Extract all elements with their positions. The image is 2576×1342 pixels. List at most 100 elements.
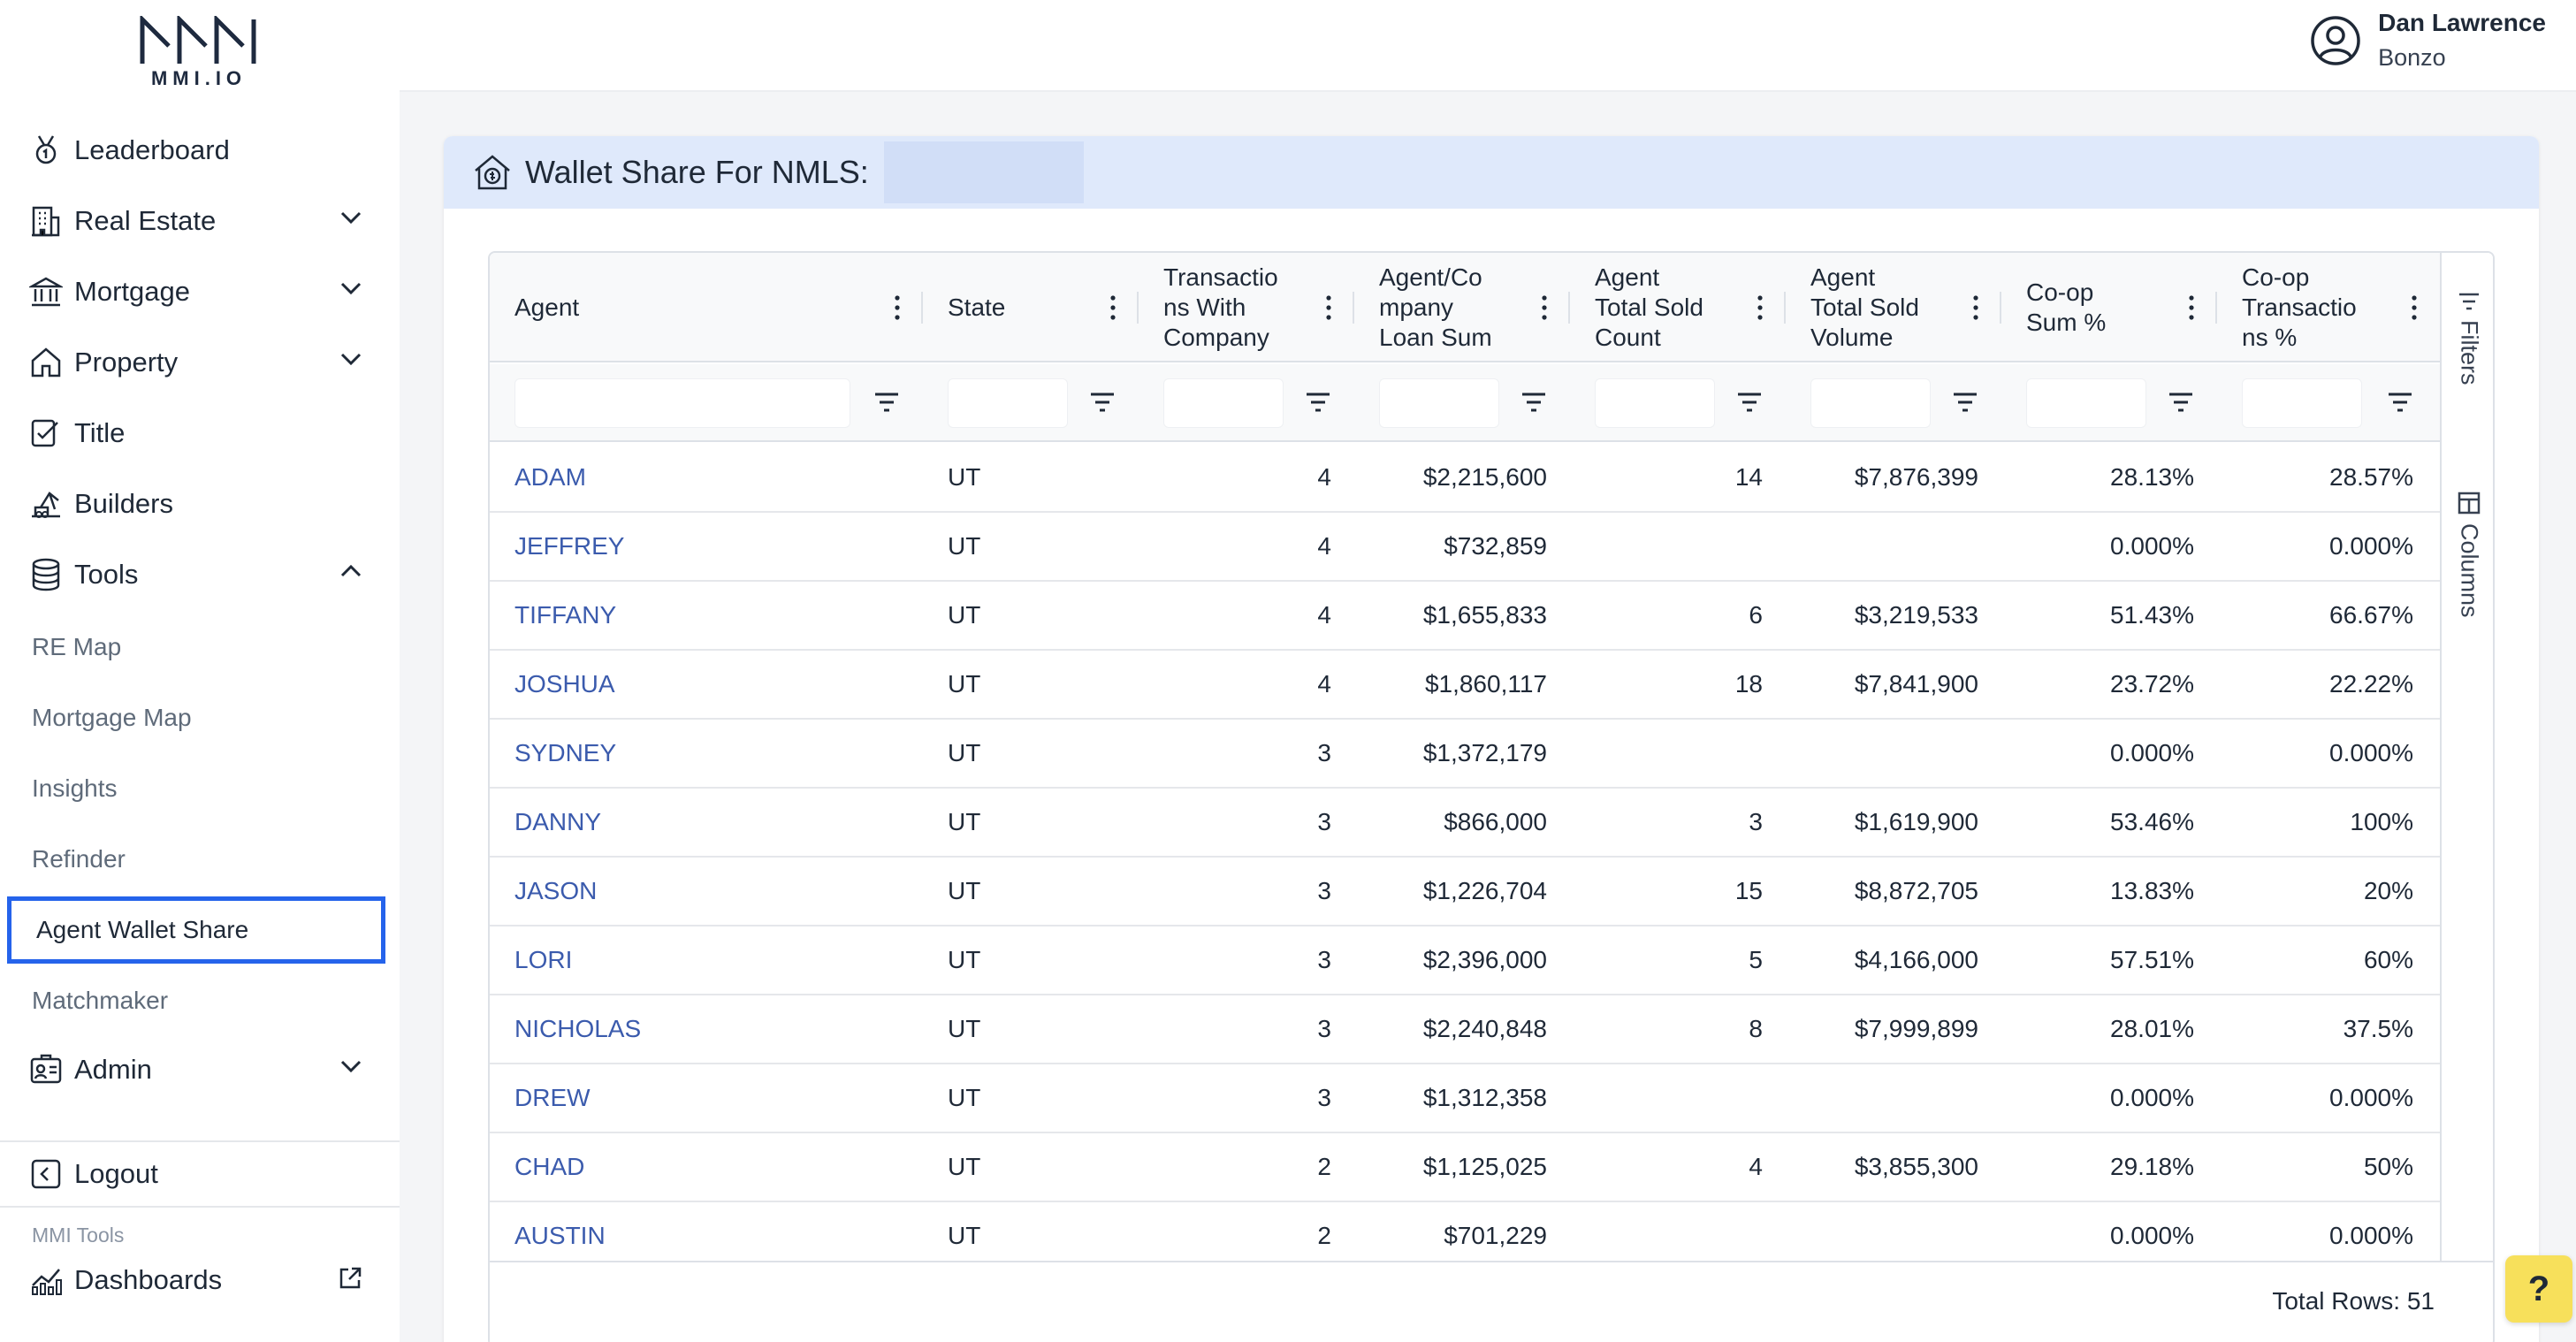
column-header[interactable]: Agent [490,253,923,362]
sidebar-subitem-agent-wallet-share[interactable]: Agent Wallet Share [7,896,385,964]
agent-link[interactable]: NICHOLAS [514,1015,642,1042]
agent-link[interactable]: JASON [514,877,598,904]
column-filter-input[interactable] [2026,378,2146,428]
filter-icon[interactable] [1736,391,1763,414]
filter-icon[interactable] [2387,391,2413,414]
column-filter-input[interactable] [514,378,850,428]
table-cell [1570,720,1763,787]
column-menu-icon[interactable] [2408,294,2420,322]
table-row[interactable]: DREW UT 3 $1,312,358 0.000% 0.000% [490,1064,2440,1133]
table-row[interactable]: DANNY UT 3 $866,000 3 $1,619,900 53.46% 100% [490,789,2440,858]
agent-link[interactable]: DREW [514,1084,591,1111]
table-cell: 4 [1749,1153,1763,1180]
columns-panel-button[interactable]: Columns [2442,492,2493,618]
table-cell: 0.000% [2110,1222,2194,1249]
agent-link[interactable]: SYDNEY [514,739,617,766]
table-cell: 28.01% [2110,1015,2194,1042]
sidebar-item-leaderboard[interactable]: Leaderboard [27,124,380,177]
sidebar-item-tools[interactable]: Tools [27,548,380,601]
user-menu[interactable]: Dan Lawrence Bonzo [2309,9,2546,72]
sidebar-item-builders[interactable]: Builders [27,477,380,530]
table-cell [1786,513,1978,580]
filters-panel-button[interactable]: Filters [2442,292,2493,385]
chevron-down-icon [340,282,362,295]
divider [0,1206,400,1208]
sidebar-item-admin[interactable]: Admin [27,1043,380,1096]
table-cell: UT [948,1153,981,1180]
column-separator[interactable] [1784,292,1786,324]
agent-link[interactable]: TIFFANY [514,601,617,629]
table-row[interactable]: LORI UT 3 $2,396,000 5 $4,166,000 57.51% 60% [490,926,2440,995]
chevron-down-icon [340,1060,362,1073]
sidebar-item-dashboards[interactable]: Dashboards [27,1254,380,1307]
column-separator[interactable] [2215,292,2217,324]
column-header-label: Co-op Sum % [2001,278,2106,338]
column-menu-icon[interactable] [1538,294,1551,322]
column-filter-input[interactable] [1379,378,1499,428]
help-button[interactable]: ? [2505,1255,2572,1323]
column-header-line: Total Sold [1595,294,1703,321]
filter-icon[interactable] [1305,391,1331,414]
table-row[interactable]: JOSHUA UT 4 $1,860,117 18 $7,841,900 23.72% 22.… [490,651,2440,720]
logo[interactable]: MMI.IO [133,16,265,95]
sidebar-subitem-mortgage-map[interactable]: Mortgage Map [32,704,192,731]
id-card-icon [27,1050,65,1089]
column-header[interactable]: Co-op Sum % [2001,253,2217,362]
column-menu-icon[interactable] [891,294,903,322]
column-header[interactable]: Agent Total Sold Volume [1786,253,2001,362]
column-separator[interactable] [1137,292,1139,324]
agent-link[interactable]: ADAM [514,463,586,491]
divider [0,1140,400,1142]
filter-icon[interactable] [1952,391,1978,414]
logout-button[interactable]: Logout [27,1148,380,1201]
agent-link[interactable]: DANNY [514,808,602,835]
filter-icon[interactable] [2168,391,2194,414]
filter-icon[interactable] [873,391,900,414]
table-cell: 51.43% [2110,601,2194,629]
table-row[interactable]: JEFFREY UT 4 $732,859 0.000% 0.000% [490,513,2440,582]
filter-icon[interactable] [1089,391,1116,414]
sidebar-item-mortgage[interactable]: Mortgage [27,265,380,318]
column-menu-icon[interactable] [2185,294,2198,322]
column-filter-input[interactable] [948,378,1068,428]
sidebar-subitem-insights[interactable]: Insights [32,774,118,802]
agent-link[interactable]: AUSTIN [514,1222,606,1249]
column-header[interactable]: Transactio ns With Company [1139,253,1354,362]
table-row[interactable]: TIFFANY UT 4 $1,655,833 6 $3,219,533 51.43% 66.… [490,582,2440,651]
table-row[interactable]: JASON UT 3 $1,226,704 15 $8,872,705 13.83% 20% [490,858,2440,926]
column-filter-input[interactable] [1810,378,1931,428]
column-menu-icon[interactable] [1322,294,1335,322]
table-row[interactable]: SYDNEY UT 3 $1,372,179 0.000% 0.000% [490,720,2440,789]
column-header[interactable]: Co-op Transactio ns % [2217,253,2440,362]
agent-link[interactable]: LORI [514,946,573,973]
column-separator[interactable] [1353,292,1354,324]
table-row[interactable]: NICHOLAS UT 3 $2,240,848 8 $7,999,899 28.01% 37… [490,995,2440,1064]
filter-icon[interactable] [1520,391,1547,414]
table-cell: 100% [2350,808,2413,835]
agent-link[interactable]: JEFFREY [514,532,625,560]
column-filter-input[interactable] [1163,378,1284,428]
column-header[interactable]: Agent/Co mpany Loan Sum [1354,253,1570,362]
column-menu-icon[interactable] [1754,294,1766,322]
sidebar-subitem-refinder[interactable]: Refinder [32,845,126,873]
column-separator[interactable] [921,292,923,324]
column-header[interactable]: Agent Total Sold Count [1570,253,1786,362]
sidebar-subitem-matchmaker[interactable]: Matchmaker [32,987,169,1014]
agent-link[interactable]: CHAD [514,1153,585,1180]
column-header-line: Agent [514,294,580,321]
agent-link[interactable]: JOSHUA [514,670,615,698]
sidebar-subitem-re-map[interactable]: RE Map [32,633,122,660]
column-separator[interactable] [1568,292,1570,324]
table-row[interactable]: CHAD UT 2 $1,125,025 4 $3,855,300 29.18% 50% [490,1133,2440,1202]
column-filter-input[interactable] [2242,378,2362,428]
column-menu-icon[interactable] [1970,294,1982,322]
column-filter-input[interactable] [1595,378,1715,428]
sidebar-item-real-estate[interactable]: Real Estate [27,194,380,248]
table-cell [1570,1202,1763,1270]
table-row[interactable]: ADAM UT 4 $2,215,600 14 $7,876,399 28.13% 28.57… [490,444,2440,513]
column-menu-icon[interactable] [1107,294,1119,322]
sidebar-item-title[interactable]: Title [27,407,380,460]
column-header[interactable]: State [923,253,1139,362]
sidebar-item-property[interactable]: Property [27,336,380,389]
column-separator[interactable] [2000,292,2001,324]
